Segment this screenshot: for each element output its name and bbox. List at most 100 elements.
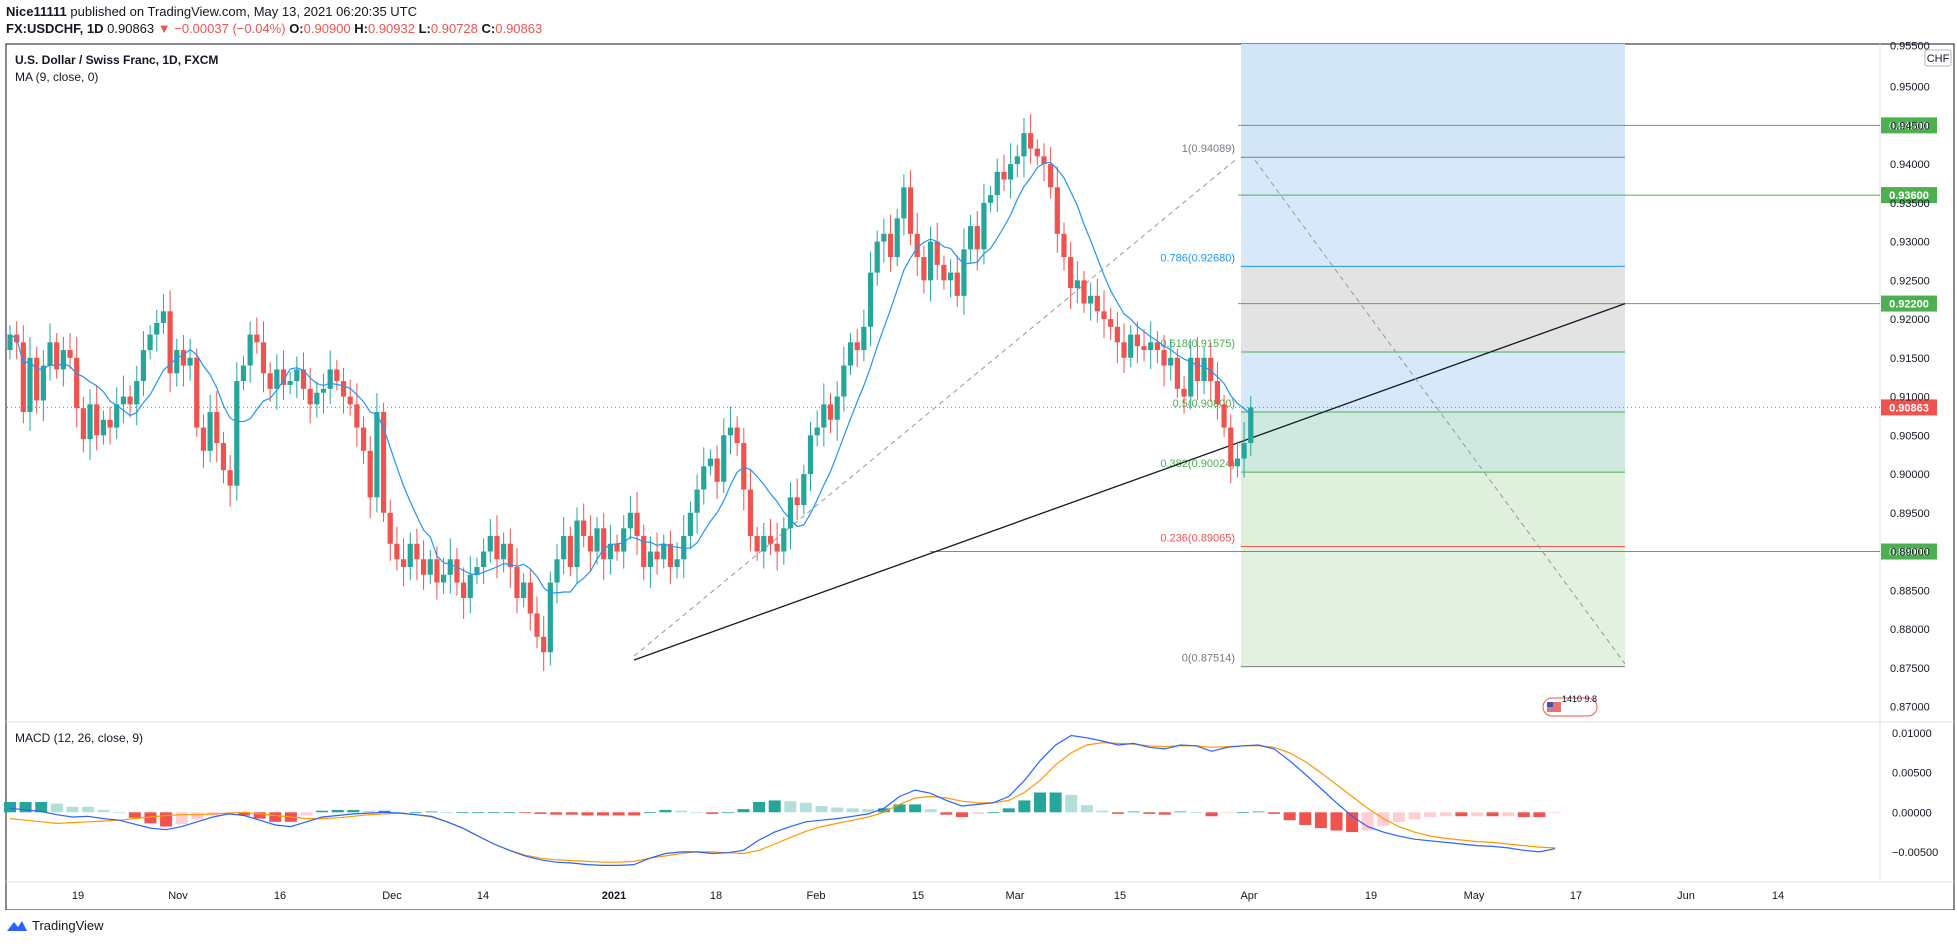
price-tick-label: 0.94000 (1890, 159, 1930, 171)
candle-body (547, 582, 553, 653)
time-tick-label: 19 (1365, 890, 1377, 902)
candle-body (20, 342, 26, 413)
macd-histogram-bar (706, 812, 719, 814)
candle-body (1161, 350, 1167, 366)
macd-histogram-bar (1314, 812, 1327, 829)
candle-body (994, 171, 1000, 196)
macd-histogram-bar (581, 812, 594, 816)
macd-histogram-bar (1549, 812, 1561, 814)
candle-body (300, 369, 307, 389)
candle-body (287, 381, 293, 385)
macd-histogram-bar (753, 802, 766, 813)
candle-body (254, 334, 260, 343)
candle-body (761, 536, 767, 552)
candle-body (1074, 280, 1080, 289)
price-tick-label: 0.88500 (1890, 585, 1930, 597)
macd-axis[interactable]: 0.01000 0.00500 0.00000 −0.00500 (1892, 728, 1938, 859)
candle-body (1234, 458, 1241, 467)
candle-body (74, 357, 80, 409)
level-price-label: 0.94500 (1889, 120, 1929, 132)
candle-body (687, 512, 694, 537)
candle-body (1141, 346, 1147, 351)
candle-body (934, 241, 940, 265)
macd-histogram-bar (269, 812, 282, 822)
time-tick-label: 18 (710, 890, 722, 902)
candle-body (1121, 342, 1127, 358)
candle-body (414, 543, 420, 560)
fib-dashed-up (633, 159, 1236, 657)
macd-histogram-bar (1080, 805, 1093, 813)
symbol-ohlc-line: FX:USDCHF, 1D 0.90863 ▼ −0.00037 (−0.04%… (6, 21, 542, 36)
macd-histogram-bar (66, 806, 79, 813)
candle-body (807, 435, 814, 475)
candle-body (481, 551, 487, 568)
macd-histogram-bar (768, 800, 781, 813)
time-tick-label: Apr (1240, 890, 1257, 902)
price-tick-label: 0.92000 (1890, 314, 1930, 326)
candle-body (814, 427, 820, 436)
macd-histogram-bar (503, 812, 516, 814)
time-tick-label: Dec (382, 890, 402, 902)
macd-histogram-bar (1049, 792, 1062, 813)
price-tick-label: 0.89000 (1890, 547, 1930, 559)
time-tick-label: Nov (168, 890, 188, 902)
candle-body (34, 357, 40, 401)
fib-level-label: 0(0.87514) (1182, 653, 1235, 665)
candle-body (100, 419, 106, 436)
candle-body (654, 551, 660, 560)
candle-body (1188, 357, 1194, 397)
fibonacci-retracement[interactable]: 1(0.94089)0.786(0.92680)0.618(0.91575)0.… (1160, 44, 1625, 668)
candle-body (621, 528, 627, 552)
candle-body (907, 187, 914, 234)
candle-body (774, 543, 780, 552)
candle-body (1168, 357, 1174, 366)
macd-histogram-bar (456, 812, 469, 814)
level-price-tag (1881, 543, 1937, 560)
price-axis[interactable]: 0.95000 0.94500 0.94000 0.93500 0.93000 0.925… (1890, 41, 1930, 714)
candle-body (147, 334, 153, 351)
macd-histogram-bar (35, 802, 48, 813)
publisher-name[interactable]: Nice11111 (6, 4, 67, 19)
tradingview-footer[interactable]: TradingView (6, 918, 104, 933)
price-tick-label: 0.93500 (1890, 198, 1930, 210)
open-label: O: (289, 21, 304, 36)
macd-histogram-bar (862, 809, 875, 813)
time-tick-label: 15 (1114, 890, 1126, 902)
candle-body (47, 342, 53, 366)
currency-badge[interactable] (1924, 49, 1952, 67)
candle-body (787, 497, 794, 529)
candle-body (420, 559, 427, 575)
macd-indicator-label: MACD (12, 26, close, 9) (15, 731, 143, 745)
macd-histogram-bar (1330, 812, 1343, 831)
macd-histogram-bar (924, 809, 937, 813)
candle-body (601, 528, 607, 560)
macd-histogram-bar (1283, 812, 1296, 821)
candle-body (1001, 171, 1007, 180)
macd-histogram-bar (1174, 811, 1187, 813)
chart-canvas[interactable]: 1(0.94089)0.786(0.92680)0.618(0.91575)0.… (0, 0, 1957, 910)
time-tick-label: 14 (477, 890, 489, 902)
candle-body (1054, 187, 1060, 234)
time-tick-label: 16 (274, 890, 286, 902)
high-value: 0.90932 (367, 21, 415, 36)
time-axis[interactable]: 19 Nov 16 Dec 14 2021 18 Feb 15 Mar 15 Apr 19 May 17 Ju… (72, 890, 1784, 902)
price-change: ▼ −0.00037 (−0.04%) (157, 21, 286, 36)
candle-body (487, 536, 493, 552)
trend-lines[interactable] (633, 159, 1626, 665)
price-tick-label: 0.90000 (1890, 469, 1930, 481)
fib-level-label: 0.236(0.89065) (1160, 532, 1235, 544)
candle-body (107, 419, 113, 428)
candle-body (27, 357, 33, 413)
candle-body (674, 559, 680, 568)
horizontal-levels[interactable]: 0.94500 0.93600 0.92200 0.89000 0.90863 (7, 117, 1937, 560)
macd-histogram-bar (487, 812, 500, 814)
candle-body (1248, 407, 1254, 444)
publish-line: Nice11111 published on TradingView.com, … (6, 4, 417, 19)
fib-level-label: 0.786(0.92680) (1160, 252, 1235, 264)
candle-body (394, 543, 400, 560)
candle-body (1061, 233, 1067, 258)
candle-body (220, 443, 227, 471)
macd-histogram-bar (1190, 812, 1203, 814)
candle-body (454, 559, 460, 583)
candle-body (607, 543, 613, 560)
